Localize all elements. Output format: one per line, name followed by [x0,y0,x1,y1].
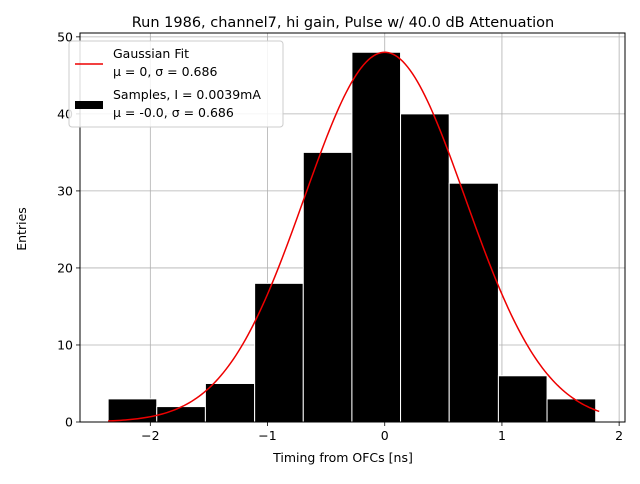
x-tick-label: −2 [141,428,159,443]
x-tick-label: 2 [615,428,623,443]
histogram-bars [107,51,597,423]
chart-legend: Gaussian Fit μ = 0, σ = 0.686 Samples, I… [68,40,284,128]
histogram-bar [254,282,304,423]
legend-fit-stats: μ = 0, σ = 0.686 [113,64,217,79]
x-tick-label: −1 [258,428,276,443]
gaussian-fit-curve [108,51,600,422]
legend-samples-label: Samples, I = 0.0039mA [113,87,261,102]
legend-samples-stats: μ = -0.0, σ = 0.686 [113,105,234,120]
histogram-bar [546,398,597,423]
x-tick-label: 0 [381,428,389,443]
legend-samples-swatch [75,101,103,109]
y-tick-label: 10 [57,337,73,352]
histogram-bar [497,375,548,423]
chart-title: Run 1986, channel7, hi gain, Pulse w/ 40… [132,15,555,31]
histogram-bar [400,113,450,423]
y-axis-label: Entries [14,207,29,251]
y-tick-label: 50 [57,29,73,44]
legend-fit-label: Gaussian Fit [113,46,189,61]
x-tick-label: 1 [498,428,506,443]
y-tick-label: 20 [57,260,73,275]
y-tick-label: 0 [65,415,73,430]
legend-box [68,40,284,128]
histogram-bar [107,398,158,423]
histogram-bar [351,51,402,423]
histogram-bar [302,151,353,423]
y-tick-label: 30 [57,183,73,198]
x-axis-ticks: −2 −1 0 1 2 [141,422,623,443]
histogram-bar [156,406,206,423]
histogram-bar [448,182,499,423]
x-axis-label: Timing from OFCs [ns] [272,450,413,465]
histogram-bar [204,382,256,423]
plot-frame [79,32,626,423]
